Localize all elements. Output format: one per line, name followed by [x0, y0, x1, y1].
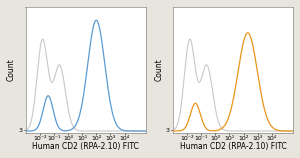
Y-axis label: Count: Count [7, 59, 16, 81]
X-axis label: Human CD2 (RPA-2.10) FITC: Human CD2 (RPA-2.10) FITC [32, 142, 139, 151]
Y-axis label: Count: Count [154, 59, 163, 81]
X-axis label: Human CD2 (RPA-2.10) FITC: Human CD2 (RPA-2.10) FITC [179, 142, 286, 151]
